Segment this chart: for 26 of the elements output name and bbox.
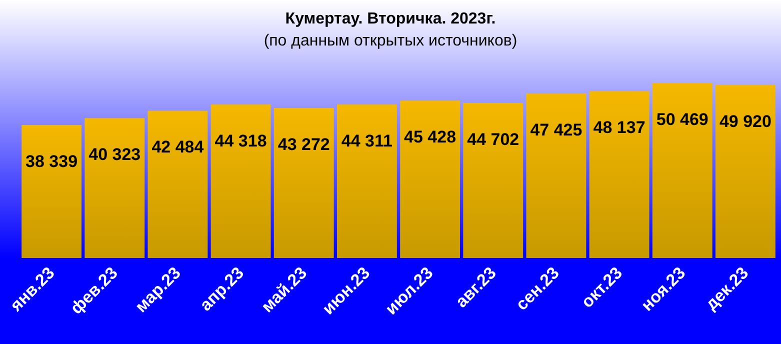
bar [463, 102, 524, 258]
bar [652, 83, 712, 258]
bar [274, 108, 334, 258]
data-label: 42 484 [152, 138, 204, 157]
data-label: 44 318 [214, 131, 267, 150]
chart-subtitle: (по данным открытых источников) [264, 32, 518, 50]
bar [715, 84, 776, 258]
data-label: 50 469 [656, 110, 708, 129]
data-label: 44 702 [467, 130, 520, 149]
bar [526, 94, 586, 258]
data-label: 47 425 [530, 120, 582, 140]
data-label: 49 920 [719, 112, 772, 131]
data-label: 48 137 [593, 118, 646, 138]
bar [84, 118, 145, 258]
data-label: 44 311 [341, 131, 392, 150]
data-label: 40 323 [88, 145, 141, 164]
bar [336, 104, 397, 258]
chart-title: Кумертау. Вторичка. 2023г. [285, 10, 496, 28]
data-label: 38 339 [26, 152, 78, 172]
bar [400, 100, 460, 258]
data-label: 43 272 [278, 134, 330, 154]
bar [210, 104, 271, 258]
bar [148, 110, 208, 258]
bar [589, 91, 650, 258]
bar [22, 125, 82, 258]
data-label: 45 428 [404, 127, 456, 146]
